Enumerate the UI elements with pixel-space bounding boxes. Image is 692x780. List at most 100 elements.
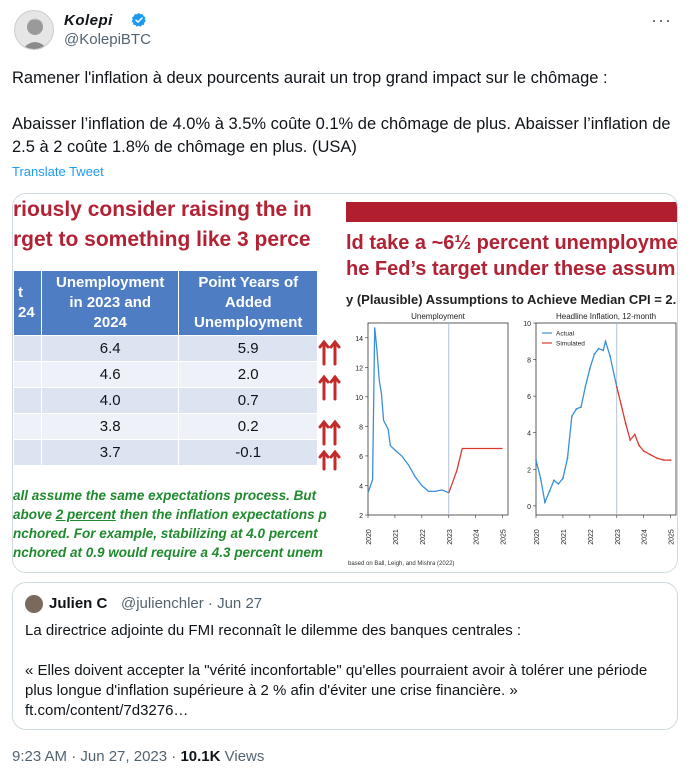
x-tick-label: 2022 [420,529,427,545]
table-cell [13,439,42,466]
x-tick-label: 2020 [366,529,373,545]
quoted-tweet[interactable]: Julien C @julienchler · Jun 27 La direct… [12,582,678,730]
y-tick-label: 6 [527,394,531,401]
slide-headline: ld take a ~6½ percent unemploymen [346,232,678,254]
series-point [602,349,605,352]
note-line: all assume the same expectations process… [13,488,317,503]
author-name[interactable]: Kolepi [64,12,113,29]
series-point [535,459,537,462]
y-tick-label: 12 [355,365,363,372]
x-tick-label: 2021 [393,529,400,545]
table-cell: 5.9 [178,335,318,362]
y-tick-label: 10 [523,321,531,328]
series-point [642,450,645,452]
quoted-text: La directrice adjointe du FMI reconnaît … [25,621,665,721]
series-line [448,447,503,494]
quoted-avatar[interactable] [25,595,43,613]
series-line [535,338,618,505]
series-line [367,327,450,494]
table-row: 6.4 5.9 [13,335,318,362]
y-tick-label: 8 [359,424,363,431]
series-point [553,479,555,482]
note-text: 2 percent [55,507,116,522]
x-tick-label: 2025 [669,529,676,545]
quoted-paragraph: La directrice adjointe du FMI reconnaît … [25,622,522,639]
note-text: then the inflation expectations p [115,507,327,522]
table-row: 4.0 0.7 [13,387,318,414]
table-header: Point Years of Added Unemployment [178,270,318,336]
x-tick-label: 2024 [642,529,649,545]
table-cell: 6.4 [40,335,180,362]
series-point [548,490,551,493]
translate-tweet-link[interactable]: Translate Tweet [12,164,104,179]
views-label: Views [220,748,265,765]
table-cell [13,387,42,414]
table-header: t 24 [13,270,42,336]
y-tick-label: 2 [527,467,531,474]
slide-note: all assume the same expectations process… [13,486,346,562]
note-line: nchored at 0.9 would require a 4.3 perce… [13,545,323,560]
chart-frame [367,322,509,516]
quoted-author-name[interactable]: Julien C [49,595,108,612]
tweet-media[interactable]: riously consider raising the in rget to … [12,193,678,573]
table-cell: 4.6 [40,361,180,388]
series-point [609,355,611,357]
table-header: Unemployment in 2023 and 2024 [40,270,180,336]
table-cell: 3.7 [40,439,180,466]
x-tick-label: 2020 [534,529,541,545]
media-image-left[interactable]: riously consider raising the in rget to … [13,194,346,572]
quoted-author-handle[interactable]: @julienchler · Jun 27 [121,595,263,612]
chart-source: based on Ball, Leigh, and Mishra (2022) [348,561,454,567]
y-tick-label: 2 [359,513,363,520]
tweet-paragraph: Abaisser l’inflation de 4.0% à 3.5% coût… [12,115,671,156]
tweet-text: Ramener l'inflation à deux pourcents aur… [12,67,672,159]
series-point [662,459,665,462]
y-tick-label: 8 [527,358,531,365]
slide-banner [346,202,677,222]
quoted-link[interactable]: ft.com/content/7d3276… [25,702,189,719]
series-point [633,433,636,436]
note-text: above [13,507,56,522]
tweet-header: Kolepi @KolepiBTC ··· [14,10,678,50]
chart-frame [535,322,677,516]
verified-badge-icon [131,13,146,27]
series-point [649,453,652,456]
author-handle[interactable]: @KolepiBTC [64,31,151,48]
quoted-paragraph: « Elles doivent accepter la "vérité inco… [25,662,648,699]
x-tick-label: 2024 [474,529,481,545]
table-cell: 0.2 [178,413,318,440]
series-point [593,353,596,355]
series-point [575,408,578,410]
note-line: above 2 percent then the inflation expec… [13,505,346,524]
series-point [615,386,618,388]
series-point [566,457,569,460]
tweet-footer: 9:23 AM · Jun 27, 2023 · 10.1K Views [12,748,264,765]
y-tick-label: 6 [359,454,363,461]
tweet-timestamp[interactable]: 9:23 AM · Jun 27, 2023 · [12,748,181,765]
avatar[interactable] [14,10,54,50]
series-point [580,406,582,409]
red-arrows-icon [318,339,341,471]
table-row: 3.8 0.2 [13,413,318,440]
x-tick-label: 2023 [615,529,622,545]
slide-headline: rget to something like 3 perce [13,228,311,251]
x-tick-label: 2023 [447,529,454,545]
views-count[interactable]: 10.1K [180,748,221,765]
unemployment-table: t 24 Unemployment in 2023 and 2024 Point Ye… [13,270,318,466]
series-point [588,367,591,370]
series-point [629,439,632,441]
table-cell: 2.0 [178,361,318,388]
y-tick-label: 4 [359,483,363,490]
slide-headline: he Fed’s target under these assum [346,258,676,280]
series-point [584,386,587,388]
more-options-icon[interactable]: ··· [651,10,672,30]
table-cell: -0.1 [178,439,318,466]
series-point [543,501,546,504]
table-row: 4.6 2.0 [13,361,318,388]
media-image-right[interactable]: ld take a ~6½ percent unemploymen he Fed… [346,194,678,572]
table-cell: 4.0 [40,387,180,414]
table-header-row: t 24 Unemployment in 2023 and 2024 Point Ye… [13,270,318,336]
series-point [557,483,560,485]
series-point [562,477,564,480]
